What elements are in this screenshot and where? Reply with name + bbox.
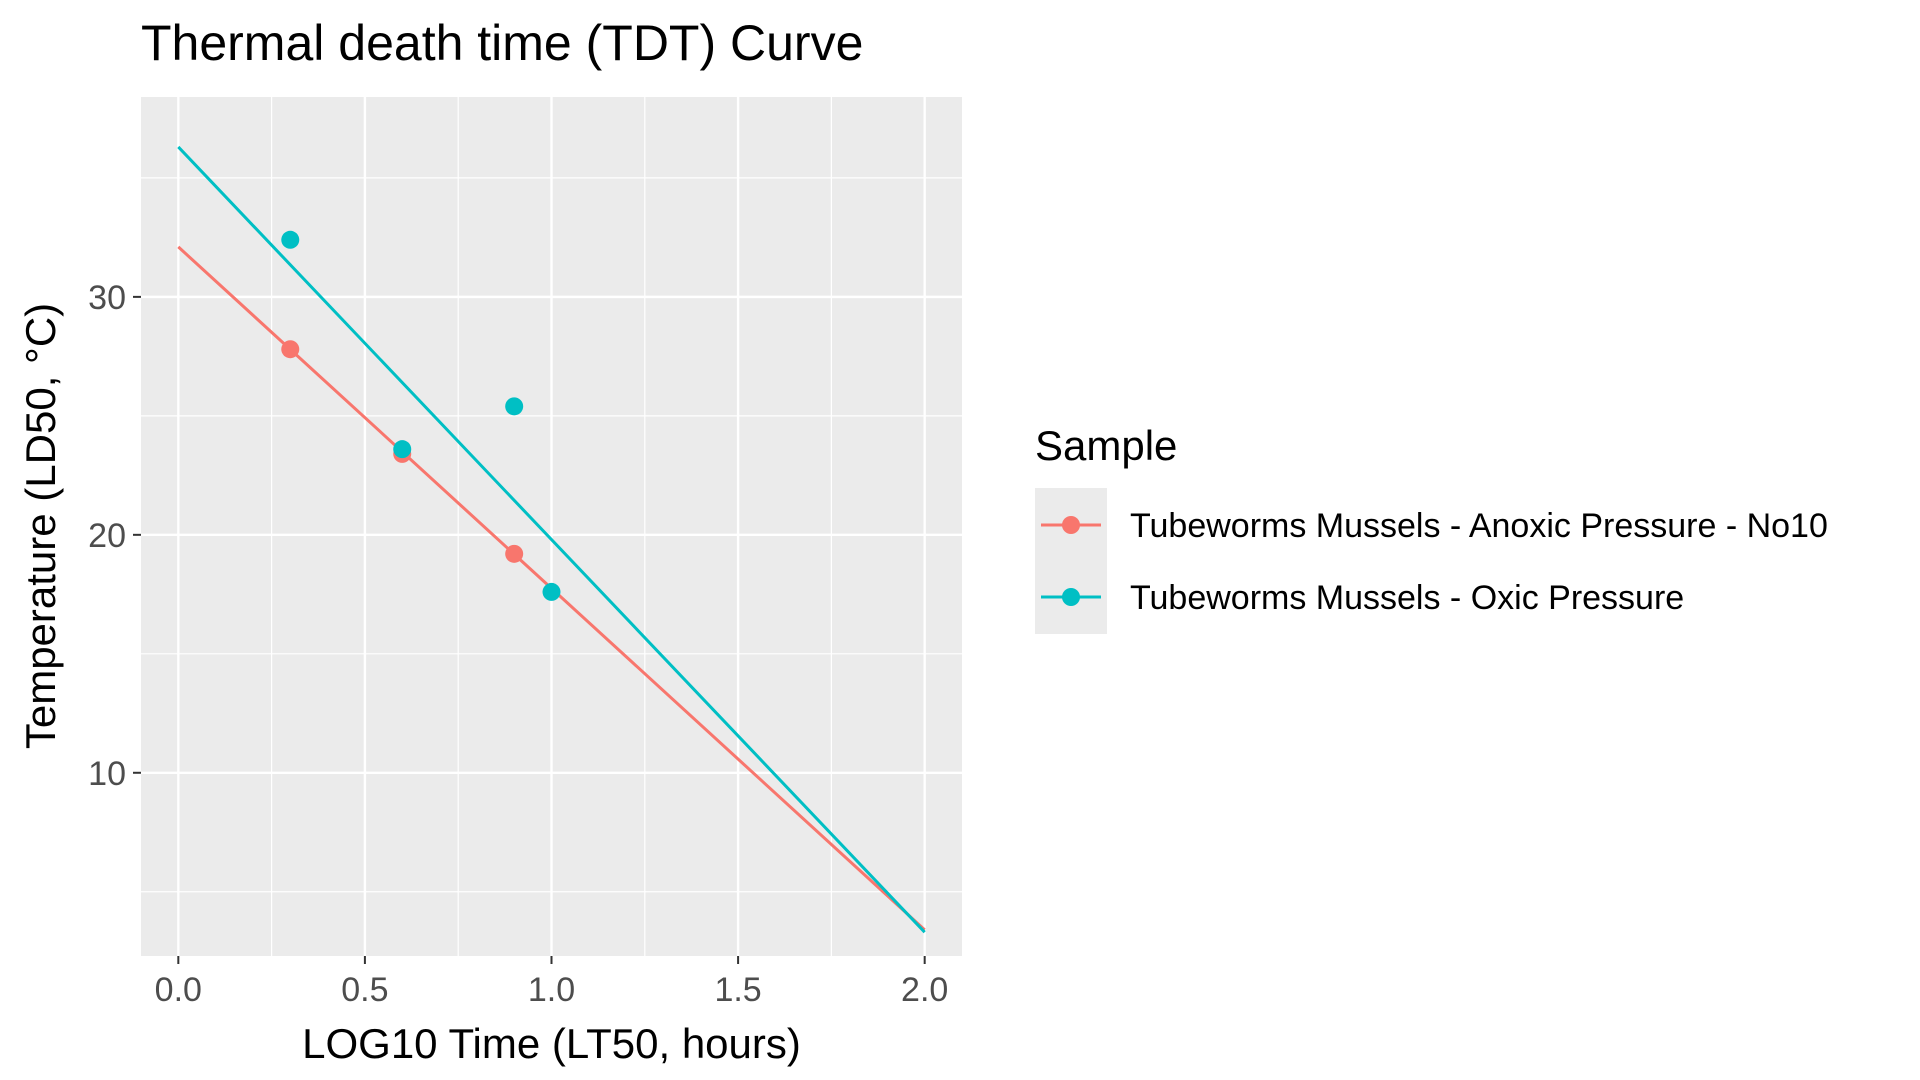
legend-key-point xyxy=(1062,516,1080,534)
fit-line-series-2 xyxy=(177,145,926,934)
data-point-series-2 xyxy=(542,582,561,601)
y-axis: 10 20 30 xyxy=(88,279,141,793)
x-tick-label: 1.0 xyxy=(528,971,575,1009)
x-axis: 0.0 0.5 1.0 1.5 2.0 xyxy=(155,956,948,1009)
x-tick-label: 0.0 xyxy=(155,971,202,1009)
y-tick-label: 20 xyxy=(88,517,126,555)
data-point-series-2 xyxy=(281,230,300,249)
legend-label: Tubeworms Mussels - Oxic Pressure xyxy=(1130,579,1684,617)
data-point-series-1 xyxy=(281,340,300,359)
y-axis-title: Temperature (LD50, °C) xyxy=(17,303,64,749)
x-tick-label: 1.5 xyxy=(714,971,761,1009)
y-tick-label: 30 xyxy=(88,279,126,317)
data-point-series-1 xyxy=(505,544,524,563)
data-point-series-2 xyxy=(505,397,524,416)
data-point-series-2 xyxy=(393,440,412,459)
legend: Sample Tubeworms Mussels - Anoxic Pressu… xyxy=(1035,422,1828,634)
legend-title: Sample xyxy=(1035,422,1177,469)
x-tick-label: 2.0 xyxy=(901,971,948,1009)
legend-label: Tubeworms Mussels - Anoxic Pressure - No… xyxy=(1130,507,1828,545)
x-axis-title: LOG10 Time (LT50, hours) xyxy=(302,1020,801,1067)
data-points xyxy=(281,230,561,601)
legend-keys-background xyxy=(1035,488,1107,634)
chart-title: Thermal death time (TDT) Curve xyxy=(141,15,863,71)
y-tick-label: 10 xyxy=(88,755,126,793)
major-gridlines xyxy=(141,97,962,956)
legend-key-point xyxy=(1062,588,1080,606)
x-tick-label: 0.5 xyxy=(341,971,388,1009)
